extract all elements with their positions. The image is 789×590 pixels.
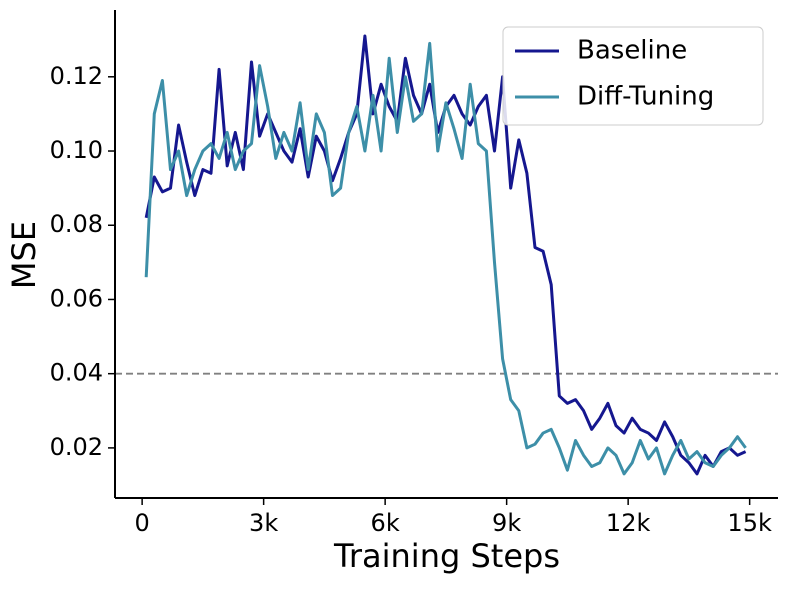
x-tick-label: 6k: [371, 509, 400, 537]
x-tick-label: 0: [134, 509, 149, 537]
y-tick-label: 0.06: [50, 284, 103, 312]
y-axis-label: MSE: [5, 221, 43, 289]
y-tick-label: 0.04: [50, 359, 103, 387]
y-tick-label: 0.12: [50, 62, 103, 90]
x-axis-label: Training Steps: [333, 537, 560, 575]
legend-label: Baseline: [577, 36, 687, 66]
x-tick-label: 9k: [492, 509, 521, 537]
x-tick-label: 3k: [249, 509, 278, 537]
y-tick-label: 0.10: [50, 136, 103, 164]
line-series: [144, 41, 747, 476]
x-tick-label: 15k: [727, 509, 772, 537]
legend-box: [502, 26, 764, 126]
y-tick-label: 0.08: [50, 210, 103, 238]
x-tick-label: 12k: [606, 509, 651, 537]
legend-label: Diff-Tuning: [577, 82, 714, 112]
y-tick-label: 0.02: [50, 433, 103, 461]
